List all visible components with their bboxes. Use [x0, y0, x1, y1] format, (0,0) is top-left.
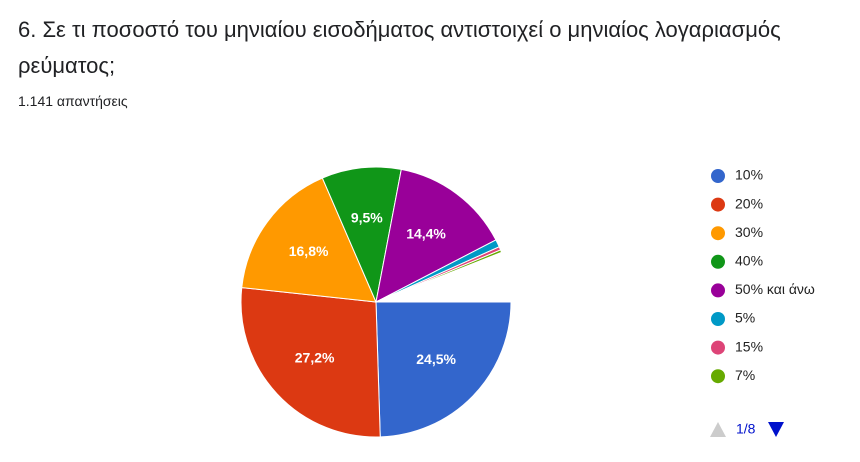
- legend-label: 7%: [735, 367, 755, 383]
- legend-next[interactable]: [768, 422, 784, 437]
- legend-swatch: [711, 283, 725, 298]
- chart-subtitle: 1.141 απαντήσεις: [18, 93, 128, 109]
- legend-swatch: [711, 369, 725, 384]
- slice-label: 24,5%: [416, 351, 456, 367]
- legend-label: 5%: [735, 310, 755, 326]
- slice-label: 27,2%: [295, 350, 335, 366]
- chart-title: 6. Σε τι ποσοστό του μηνιαίου εισοδήματο…: [18, 17, 781, 78]
- pie-slice: [321, 166, 402, 304]
- pie-slice: [375, 301, 512, 438]
- slice-label: 14,4%: [406, 226, 446, 242]
- slice-label: 16,8%: [289, 243, 329, 259]
- legend-label: 10%: [735, 167, 763, 183]
- legend-label: 40%: [735, 253, 763, 269]
- legend-page: 1/8: [736, 421, 756, 437]
- slice-label: 9,5%: [351, 210, 383, 226]
- legend-swatch: [711, 226, 725, 241]
- pie-slice: [375, 249, 503, 303]
- legend-swatch: [711, 169, 725, 183]
- legend-label: 50% και άνω: [735, 281, 815, 297]
- legend-swatch: [711, 197, 725, 212]
- legend-swatch: [711, 254, 725, 269]
- legend-swatch: [711, 312, 725, 326]
- pie-slice: [375, 168, 497, 303]
- legend-prev[interactable]: [710, 422, 726, 437]
- legend-label: 30%: [735, 224, 763, 240]
- legend-label: 15%: [735, 338, 763, 354]
- legend-swatch: [711, 340, 725, 355]
- pie-slice: [240, 287, 381, 438]
- pie-slice: [241, 177, 377, 303]
- legend-label: 20%: [735, 195, 763, 211]
